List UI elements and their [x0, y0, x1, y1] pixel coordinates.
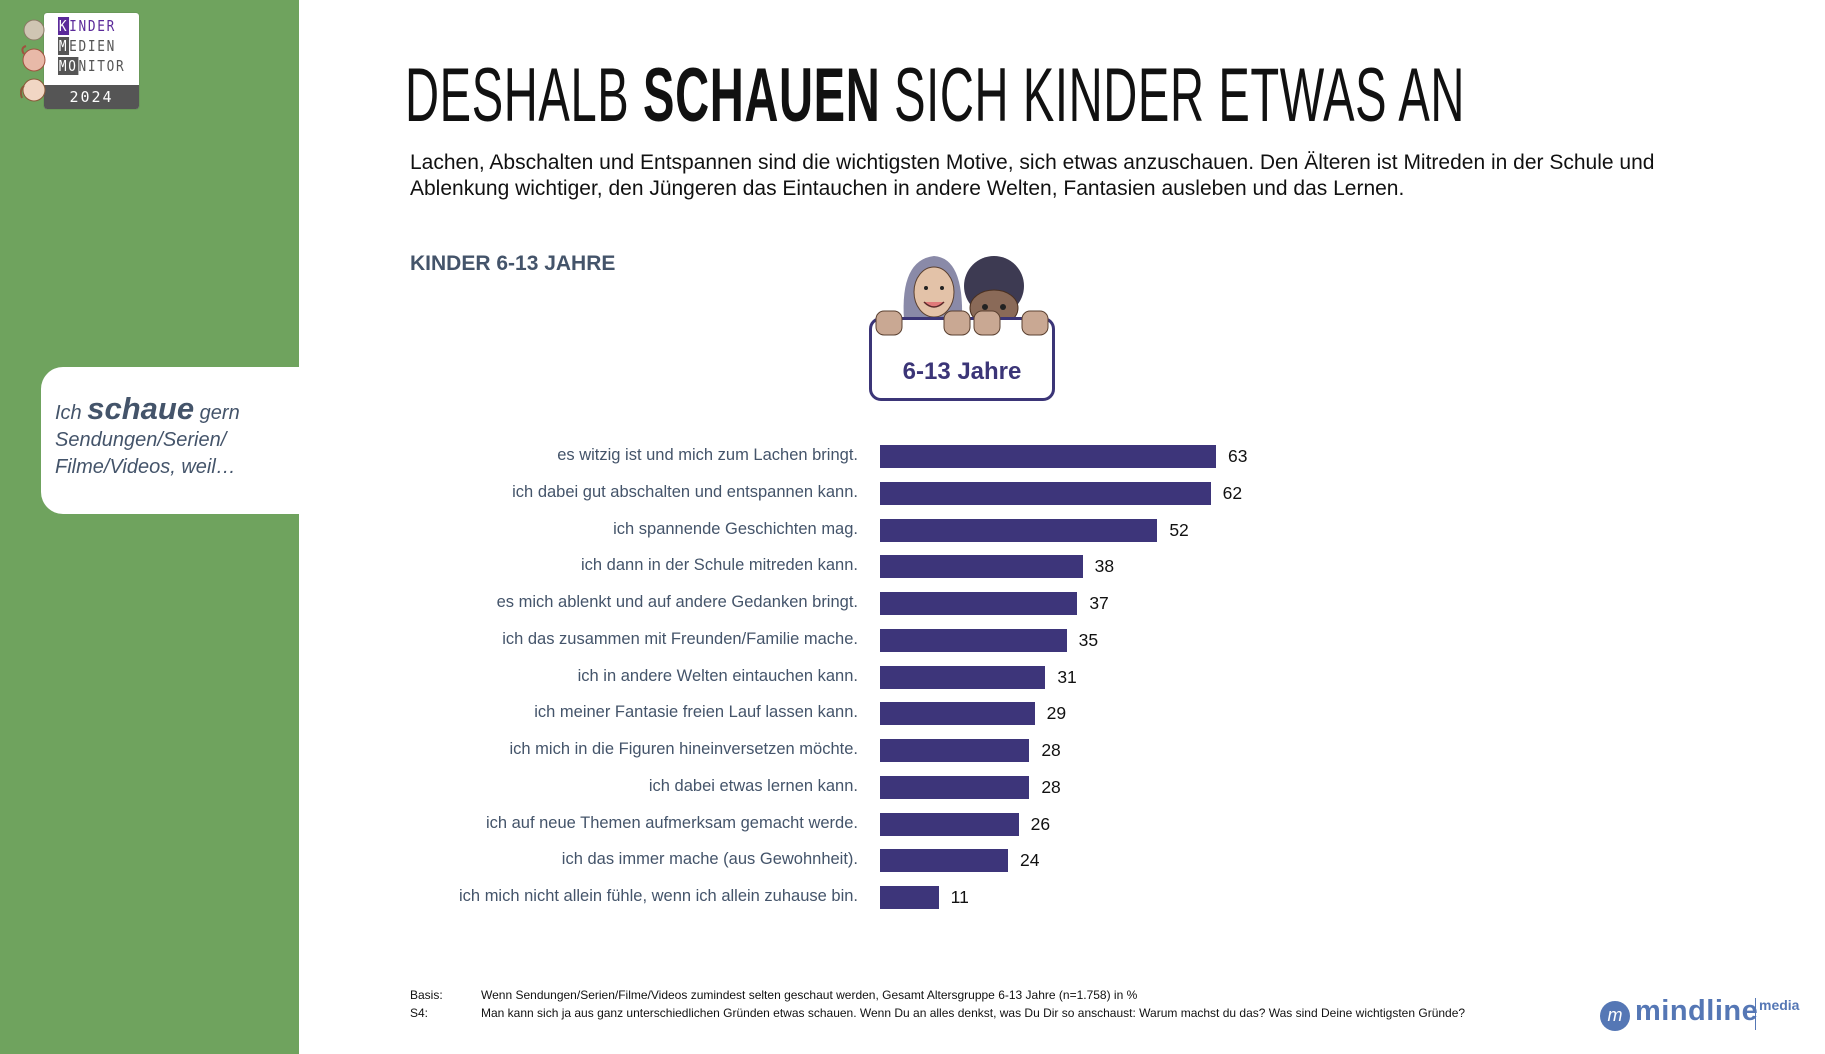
- mindline-mark-icon: m: [1600, 1001, 1630, 1031]
- footer-question-key: S4:: [410, 1006, 429, 1020]
- value-label: 38: [1094, 556, 1115, 577]
- category-label: ich dann in der Schule mitreden kann.: [580, 556, 858, 575]
- bar: [880, 628, 1067, 652]
- title-bold: SCHAUEN: [643, 53, 881, 138]
- age-group-badge: 6-13 Jahre: [869, 250, 1055, 401]
- mindline-separator: [1755, 998, 1756, 1030]
- logo-line-monitor: MONITOR: [58, 57, 125, 75]
- logo-text: INDER: [69, 17, 116, 35]
- bar: [880, 812, 1019, 836]
- category-label: ich das immer mache (aus Gewohnheit).: [561, 850, 858, 869]
- peeking-kids-icon: [20, 19, 46, 102]
- category-label: ich dabei gut abschalten und entspannen …: [512, 482, 858, 501]
- logo-highlight: K: [58, 17, 70, 35]
- title-part1: DESHALB: [405, 53, 630, 138]
- section-label: KINDER 6-13 JAHRE: [410, 252, 616, 275]
- footer-question-text: Man kann sich ja aus ganz unterschiedlic…: [481, 1006, 1466, 1020]
- category-label: ich meiner Fantasie freien Lauf lassen k…: [534, 703, 858, 722]
- callout-text: Ich schaue gern Sendungen/Serien/ Filme/…: [55, 393, 240, 481]
- bar: [880, 702, 1035, 726]
- value-label: 62: [1222, 482, 1243, 503]
- category-label: ich mich in die Figuren hineinversetzen …: [509, 740, 858, 758]
- mindline-media-logo: m mindline media: [1600, 995, 1810, 1035]
- callout-prefix: Ich: [55, 402, 82, 424]
- mindline-media-suffix: media: [1759, 997, 1800, 1013]
- category-label: ich das zusammen mit Freunden/Familie ma…: [502, 629, 858, 648]
- footer-basis-key: Basis:: [410, 988, 443, 1002]
- value-label: 24: [1020, 850, 1040, 871]
- value-label: 26: [1030, 813, 1051, 834]
- title-part2: SICH KINDER ETWAS AN: [894, 53, 1466, 138]
- logo-line-kinder: KINDER: [58, 17, 116, 35]
- bar: [880, 886, 939, 909]
- sidebar: [0, 0, 299, 1054]
- value-label: 28: [1041, 740, 1061, 760]
- footer-question: S4: Man kann sich ja aus ganz unterschied…: [410, 1006, 1465, 1020]
- value-label: 37: [1089, 593, 1109, 613]
- category-label: ich auf neue Themen aufmerksam gemacht w…: [485, 813, 858, 832]
- age-label: 6-13 Jahre: [902, 358, 1022, 385]
- callout-line3: Filme/Videos, weil…: [55, 456, 236, 478]
- bar: [880, 592, 1078, 615]
- footer-basis: Basis: Wenn Sendungen/Serien/Filme/Videos…: [410, 988, 1137, 1002]
- category-label: ich in andere Welten eintauchen kann.: [577, 666, 858, 685]
- value-label: 28: [1041, 776, 1061, 797]
- footer-basis-text: Wenn Sendungen/Serien/Filme/Videos zumin…: [481, 988, 1138, 1002]
- logo-highlight: M: [58, 37, 70, 55]
- logo-highlight: MO: [58, 57, 79, 75]
- hands-icon: [875, 310, 1049, 336]
- page-title: DESHALB SCHAUEN SICH KINDER ETWAS AN: [405, 58, 1465, 134]
- category-label: ich mich nicht allein fühle, wenn ich al…: [459, 887, 858, 905]
- logo-text: NITOR: [78, 57, 126, 75]
- logo-line-medien: MEDIEN: [58, 37, 116, 55]
- bar: [880, 739, 1030, 762]
- callout-line2: Sendungen/Serien/: [55, 429, 227, 451]
- page-subtitle: Lachen, Abschalten und Entspannen sind d…: [410, 151, 1655, 200]
- value-label: 11: [950, 887, 969, 907]
- question-callout: Ich schaue gern Sendungen/Serien/ Filme/…: [41, 367, 321, 514]
- bar: [880, 775, 1030, 799]
- callout-suffix: gern: [199, 402, 240, 424]
- bar: [880, 849, 1008, 873]
- bar: [880, 518, 1158, 542]
- category-label: es witzig ist und mich zum Lachen bringt…: [557, 446, 858, 464]
- value-label: 35: [1078, 629, 1099, 650]
- bar: [880, 555, 1083, 579]
- kinder-medien-monitor-logo: KINDER MEDIEN MONITOR 2024: [44, 13, 139, 109]
- logo-text: EDIEN: [69, 37, 116, 55]
- kids-illustration-icon: [903, 256, 1024, 325]
- category-label: ich dabei etwas lernen kann.: [648, 776, 858, 795]
- bar: [880, 481, 1211, 505]
- value-label: 29: [1046, 703, 1067, 724]
- mindline-wordmark: mindline: [1635, 995, 1759, 1027]
- bar: [880, 665, 1046, 689]
- value-label: 63: [1228, 446, 1248, 466]
- bar: [880, 445, 1216, 468]
- callout-emphasis: schaue: [87, 391, 195, 426]
- value-label: 31: [1057, 666, 1077, 687]
- category-label: ich spannende Geschichten mag.: [613, 519, 858, 538]
- category-label: es mich ablenkt und auf andere Gedanken …: [496, 593, 858, 611]
- value-label: 52: [1169, 519, 1189, 540]
- logo-year: 2024: [44, 85, 139, 109]
